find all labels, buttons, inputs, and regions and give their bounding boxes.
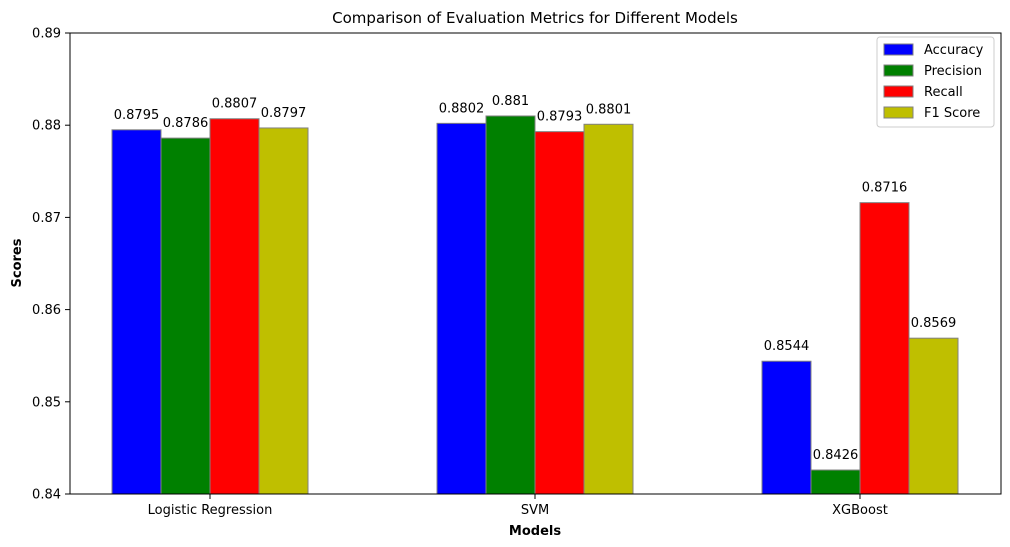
y-axis: 0.84 0.85 0.86 0.87 0.88 0.89 (32, 27, 70, 503)
data-label: 0.8802 (439, 101, 485, 116)
bar-recall-1 (534, 131, 585, 495)
data-label: 0.8793 (537, 110, 583, 125)
bar-accuracy-0 (111, 129, 162, 495)
bar-f1-score-1 (583, 123, 634, 495)
bar-f1-score-0 (258, 127, 309, 495)
bar-precision-0 (160, 137, 211, 495)
legend-label: Precision (924, 64, 982, 79)
bars-layer (111, 115, 959, 495)
legend-swatch (883, 85, 914, 98)
legend-box (876, 36, 995, 128)
y-tick-label: 0.89 (32, 27, 61, 42)
data-label: 0.8797 (261, 106, 307, 121)
y-tick-label: 0.85 (32, 395, 61, 410)
y-tick-label: 0.86 (32, 303, 61, 318)
bar-precision-1 (485, 115, 536, 495)
chart-title: Comparison of Evaluation Metrics for Dif… (332, 9, 738, 27)
data-label: 0.8569 (911, 316, 957, 331)
legend-label: Accuracy (924, 43, 984, 58)
data-labels-layer: 0.8795 0.8802 0.8544 0.8786 0.881 0.8426 0.880… (114, 94, 957, 463)
legend-swatch (883, 43, 914, 56)
data-label: 0.8716 (862, 181, 908, 196)
y-tick-label: 0.87 (32, 211, 61, 226)
data-label: 0.8544 (764, 339, 810, 354)
y-tick-label: 0.88 (32, 119, 61, 134)
data-label: 0.8801 (586, 102, 632, 117)
data-label: 0.8786 (163, 116, 209, 131)
legend-label: Recall (924, 85, 963, 100)
data-label: 0.881 (492, 94, 529, 109)
x-tick-label: XGBoost (832, 503, 888, 518)
legend-swatch (883, 64, 914, 77)
bar-recall-2 (859, 202, 910, 495)
bar-accuracy-1 (436, 122, 487, 495)
legend-swatch (883, 106, 914, 119)
bar-f1-score-2 (908, 337, 959, 495)
x-axis-title: Models (509, 524, 561, 539)
x-tick-label: SVM (521, 503, 549, 518)
bar-accuracy-2 (761, 360, 812, 495)
x-tick-label: Logistic Regression (148, 503, 273, 518)
legend-label: F1 Score (924, 106, 980, 121)
legend: Accuracy Precision Recall F1 Score (876, 36, 995, 128)
x-axis: Logistic Regression SVM XGBoost (148, 494, 888, 518)
bar-recall-0 (209, 118, 260, 495)
data-label: 0.8795 (114, 108, 160, 123)
data-label: 0.8807 (212, 97, 258, 112)
y-axis-title: Scores (10, 238, 25, 287)
bar-precision-2 (810, 469, 861, 495)
y-tick-label: 0.84 (32, 488, 61, 503)
data-label: 0.8426 (813, 448, 859, 463)
